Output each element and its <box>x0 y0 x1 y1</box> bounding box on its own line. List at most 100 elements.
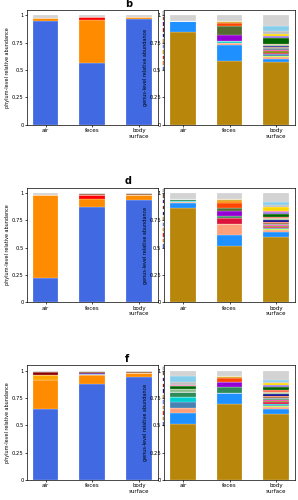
Bar <box>263 26 289 30</box>
Bar <box>263 45 289 46</box>
Bar <box>263 237 289 302</box>
Bar <box>217 43 243 45</box>
Bar <box>217 208 243 210</box>
Bar <box>263 36 289 38</box>
Bar <box>217 387 243 392</box>
Bar <box>33 371 58 372</box>
Bar <box>263 402 289 404</box>
Bar <box>263 392 289 394</box>
Bar <box>217 16 243 21</box>
Bar <box>170 392 196 397</box>
Bar <box>263 383 289 385</box>
Bar <box>126 371 152 372</box>
Bar <box>217 382 243 387</box>
Legend: Others, Desulfobacterota, unidentified_Bacteria, Euryarchaeota, Cyanobacteria, S: Others, Desulfobacterota, unidentified_B… <box>163 188 221 250</box>
Bar <box>170 208 196 302</box>
Bar <box>263 202 289 205</box>
Bar <box>263 220 289 222</box>
Bar <box>263 387 289 390</box>
Bar <box>217 203 243 208</box>
Bar <box>217 404 243 480</box>
Bar <box>170 390 196 392</box>
Bar <box>263 214 289 217</box>
Bar <box>263 62 289 124</box>
Bar <box>79 375 105 384</box>
Bar <box>170 198 196 201</box>
Bar <box>79 374 105 375</box>
Bar <box>126 200 152 302</box>
Y-axis label: phylum-level relative abundance: phylum-level relative abundance <box>5 204 10 286</box>
Bar <box>170 203 196 208</box>
Y-axis label: genus-level relative abundance: genus-level relative abundance <box>143 206 148 284</box>
Bar <box>217 216 243 218</box>
Bar <box>126 194 152 196</box>
Bar <box>263 212 289 214</box>
Bar <box>263 34 289 36</box>
Bar <box>170 16 196 21</box>
Bar <box>126 196 152 200</box>
Bar <box>79 64 105 124</box>
Bar <box>263 38 289 44</box>
Bar <box>217 26 243 35</box>
Bar <box>170 408 196 414</box>
Y-axis label: phylum-level relative abundance: phylum-level relative abundance <box>5 27 10 108</box>
Bar <box>170 32 196 124</box>
Bar <box>263 232 289 237</box>
Bar <box>263 414 289 480</box>
Bar <box>217 21 243 23</box>
Bar <box>263 396 289 397</box>
Bar <box>263 228 289 229</box>
Bar <box>170 21 196 32</box>
Bar <box>217 376 243 378</box>
Bar <box>33 21 58 124</box>
Bar <box>33 193 58 196</box>
Bar <box>79 373 105 374</box>
Bar <box>263 406 289 407</box>
Bar <box>263 46 289 47</box>
Bar <box>170 382 196 385</box>
Bar <box>263 50 289 51</box>
Bar <box>79 198 105 207</box>
Bar <box>170 397 196 402</box>
Bar <box>126 193 152 194</box>
Bar <box>33 278 58 302</box>
Bar <box>170 385 196 386</box>
Bar <box>217 35 243 40</box>
Bar <box>263 217 289 218</box>
Legend: Others, Desulfobacterota, unidentified_Bacteria, Euryarchaeota, Cyanobacteria, S: Others, Desulfobacterota, unidentified_B… <box>163 366 221 427</box>
Bar <box>217 378 243 382</box>
Bar <box>126 378 152 480</box>
Bar <box>263 230 289 232</box>
Y-axis label: genus-level relative abundance: genus-level relative abundance <box>143 29 148 106</box>
Bar <box>217 246 243 302</box>
Bar <box>263 407 289 409</box>
Bar <box>170 402 196 408</box>
Bar <box>263 56 289 57</box>
Bar <box>263 397 289 398</box>
Bar <box>170 193 196 198</box>
Legend: Others, Desulfobacterota, unidentified_Bacteria, Euryarchaeota, Cyanobacteria, S: Others, Desulfobacterota, unidentified_B… <box>163 10 221 72</box>
Bar <box>79 196 105 198</box>
Bar <box>79 16 105 20</box>
Bar <box>217 234 243 246</box>
Bar <box>263 385 289 387</box>
Bar <box>263 57 289 59</box>
Bar <box>79 208 105 302</box>
Text: b: b <box>125 0 132 8</box>
Bar <box>263 47 289 48</box>
Bar <box>170 386 196 390</box>
Bar <box>217 371 243 376</box>
Bar <box>79 20 105 64</box>
Bar <box>263 225 289 226</box>
Y-axis label: phylum-level relative abundance: phylum-level relative abundance <box>5 382 10 463</box>
Bar <box>170 371 196 376</box>
Bar <box>79 372 105 373</box>
Bar <box>263 409 289 414</box>
Bar <box>126 373 152 378</box>
Bar <box>79 371 105 372</box>
Bar <box>217 45 243 62</box>
Bar <box>263 229 289 230</box>
Text: f: f <box>125 354 129 364</box>
Bar <box>170 201 196 202</box>
Bar <box>217 210 243 216</box>
